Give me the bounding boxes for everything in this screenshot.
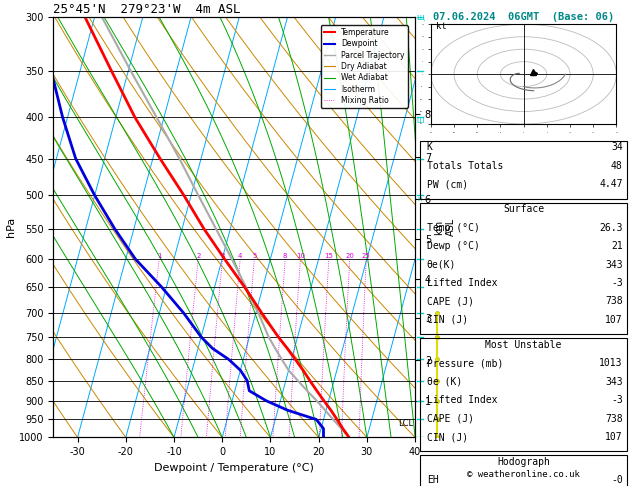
Bar: [420, 455, 627, 486]
Y-axis label: hPa: hPa: [6, 217, 16, 237]
Text: 10: 10: [296, 253, 305, 259]
Text: 107: 107: [605, 315, 623, 325]
Text: 4.47: 4.47: [599, 179, 623, 190]
Text: CIN (J): CIN (J): [426, 432, 468, 442]
Text: 20: 20: [345, 253, 354, 259]
Text: 343: 343: [605, 377, 623, 387]
Bar: [420, 141, 627, 199]
Text: 21: 21: [611, 241, 623, 251]
Text: 1: 1: [157, 253, 162, 259]
Text: 2: 2: [196, 253, 201, 259]
Text: -3: -3: [611, 278, 623, 288]
Text: щ: щ: [416, 13, 424, 21]
Text: 25°45'N  279°23'W  4m ASL: 25°45'N 279°23'W 4m ASL: [53, 3, 241, 16]
Bar: [420, 203, 627, 334]
Text: CAPE (J): CAPE (J): [426, 296, 474, 307]
Text: 738: 738: [605, 414, 623, 424]
Text: 1013: 1013: [599, 358, 623, 368]
Text: LCL: LCL: [399, 418, 414, 428]
Text: 8: 8: [283, 253, 287, 259]
Text: 738: 738: [605, 296, 623, 307]
Text: 26.3: 26.3: [599, 223, 623, 233]
Text: Surface: Surface: [503, 204, 544, 214]
Text: CIN (J): CIN (J): [426, 315, 468, 325]
Text: K: K: [426, 142, 433, 153]
Text: kt: kt: [435, 22, 446, 31]
Text: 343: 343: [605, 260, 623, 270]
Text: © weatheronline.co.uk: © weatheronline.co.uk: [467, 469, 580, 479]
Text: Temp (°C): Temp (°C): [426, 223, 479, 233]
Text: 48: 48: [611, 161, 623, 171]
Text: 15: 15: [325, 253, 333, 259]
Text: Lifted Index: Lifted Index: [426, 278, 497, 288]
Text: Hodograph: Hodograph: [497, 457, 550, 467]
Legend: Temperature, Dewpoint, Parcel Trajectory, Dry Adiabat, Wet Adiabat, Isotherm, Mi: Temperature, Dewpoint, Parcel Trajectory…: [321, 25, 408, 108]
Text: 5: 5: [252, 253, 257, 259]
Text: CAPE (J): CAPE (J): [426, 414, 474, 424]
Text: Totals Totals: Totals Totals: [426, 161, 503, 171]
Text: н: н: [418, 196, 422, 202]
X-axis label: Dewpoint / Temperature (°C): Dewpoint / Temperature (°C): [154, 463, 314, 473]
Text: Ш: Ш: [416, 118, 423, 124]
Text: EH: EH: [426, 475, 438, 486]
Text: 07.06.2024  06GMT  (Base: 06): 07.06.2024 06GMT (Base: 06): [433, 12, 615, 22]
Text: Dewp (°C): Dewp (°C): [426, 241, 479, 251]
Text: 3: 3: [220, 253, 225, 259]
Text: Lifted Index: Lifted Index: [426, 395, 497, 405]
Text: θe (K): θe (K): [426, 377, 462, 387]
Text: θe(K): θe(K): [426, 260, 456, 270]
Text: PW (cm): PW (cm): [426, 179, 468, 190]
Y-axis label: km
ASL: km ASL: [434, 218, 455, 236]
Text: 4: 4: [238, 253, 242, 259]
Text: 107: 107: [605, 432, 623, 442]
Text: -3: -3: [611, 395, 623, 405]
Text: 34: 34: [611, 142, 623, 153]
Text: 25: 25: [362, 253, 370, 259]
Text: Most Unstable: Most Unstable: [486, 340, 562, 350]
Bar: [420, 338, 627, 451]
Text: Pressure (mb): Pressure (mb): [426, 358, 503, 368]
Text: -0: -0: [611, 475, 623, 486]
